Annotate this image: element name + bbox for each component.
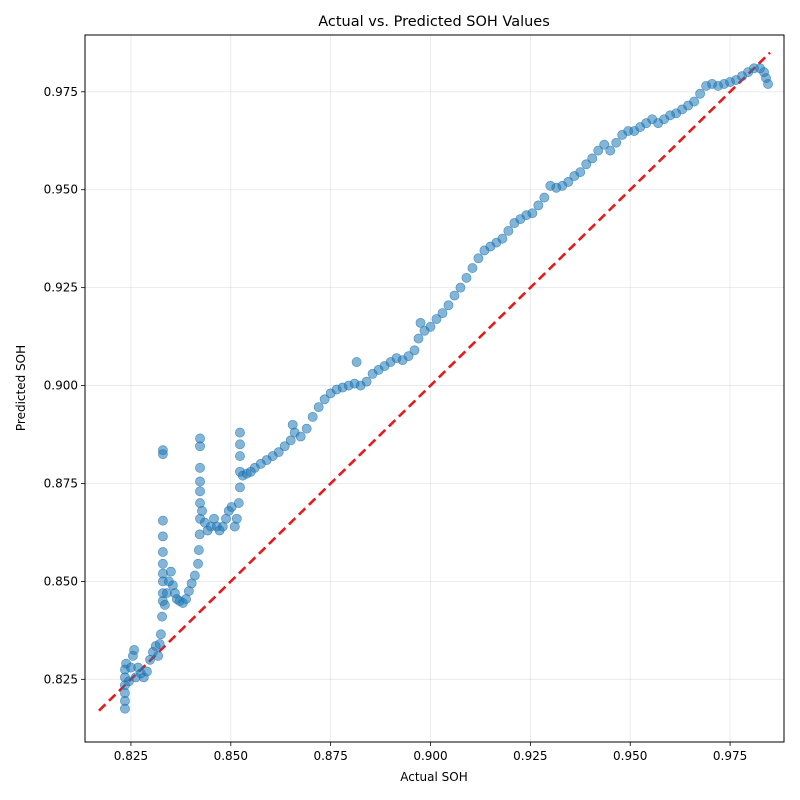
data-point <box>403 351 414 362</box>
data-point <box>443 300 454 311</box>
data-point <box>307 411 318 422</box>
data-point <box>527 208 538 219</box>
x-tick-label: 0.925 <box>513 749 547 763</box>
data-point <box>497 233 508 244</box>
data-point <box>154 639 165 649</box>
data-point <box>449 290 460 301</box>
data-point <box>611 137 622 148</box>
data-point <box>235 439 245 450</box>
y-axis: 0.825 0.850 0.875 0.900 0.925 0.950 0.975 <box>44 85 85 686</box>
data-point <box>301 423 312 434</box>
data-point <box>467 263 478 273</box>
data-point <box>233 498 244 508</box>
y-tick-label: 0.950 <box>44 183 78 197</box>
data-point <box>235 451 245 461</box>
data-point <box>165 566 176 577</box>
data-point <box>285 435 296 446</box>
data-point <box>563 176 574 187</box>
data-point <box>197 506 207 516</box>
reference-layer <box>98 51 771 712</box>
x-tick-label: 0.975 <box>713 749 747 763</box>
y-tick-label: 0.825 <box>44 672 78 686</box>
x-tick-label: 0.825 <box>114 749 148 763</box>
y-tick-label: 0.850 <box>44 574 78 588</box>
x-tick-label: 0.950 <box>613 749 647 763</box>
data-point <box>155 629 166 640</box>
data-point <box>279 441 290 452</box>
data-point <box>193 558 203 569</box>
data-point <box>605 145 616 156</box>
data-point <box>273 447 284 458</box>
y-tick-label: 0.975 <box>44 85 78 99</box>
data-point <box>157 568 168 579</box>
data-point <box>593 145 604 156</box>
data-point <box>195 433 205 444</box>
data-point <box>153 650 163 661</box>
data-point <box>195 476 205 487</box>
data-point <box>437 308 448 318</box>
y-tick-label: 0.875 <box>44 476 78 490</box>
data-point <box>503 225 514 236</box>
data-point <box>319 394 330 405</box>
data-point <box>431 314 442 324</box>
data-point <box>575 167 586 177</box>
data-point <box>157 515 168 526</box>
data-point <box>142 666 152 677</box>
data-point <box>157 611 167 622</box>
x-tick-label: 0.850 <box>214 749 248 763</box>
data-point <box>235 427 245 438</box>
data-point <box>581 159 592 170</box>
data-point <box>763 79 773 89</box>
data-point <box>159 600 170 610</box>
data-point <box>193 545 204 555</box>
y-tick-label: 0.925 <box>44 281 78 295</box>
x-axis-title: Actual SOH <box>400 770 468 784</box>
data-point <box>157 558 168 569</box>
chart-title: Actual vs. Predicted SOH Values <box>318 14 550 30</box>
data-point <box>194 529 205 540</box>
plot-frame <box>84 34 785 743</box>
data-point <box>235 482 245 493</box>
x-tick-label: 0.900 <box>413 749 447 763</box>
data-point <box>413 333 424 344</box>
data-point <box>195 486 205 497</box>
data-point <box>473 253 484 264</box>
data-point <box>461 272 472 283</box>
data-point <box>157 531 168 542</box>
data-point <box>599 139 610 150</box>
data-point <box>313 402 324 413</box>
points-layer <box>120 63 773 714</box>
data-point <box>539 192 550 203</box>
reference-line <box>98 51 771 712</box>
data-point <box>533 200 544 211</box>
data-point <box>689 96 700 107</box>
data-point <box>587 153 598 164</box>
data-point <box>231 513 242 524</box>
data-point <box>361 376 372 387</box>
data-point <box>295 431 306 442</box>
data-point <box>695 88 706 99</box>
data-point <box>195 462 205 473</box>
data-point <box>415 317 426 328</box>
data-point <box>129 645 140 655</box>
data-point <box>455 282 466 293</box>
x-tick-label: 0.875 <box>313 749 347 763</box>
data-point <box>409 345 420 356</box>
x-axis: 0.825 0.850 0.875 0.900 0.925 0.950 0.975 <box>114 742 747 763</box>
data-point <box>425 321 436 332</box>
y-axis-title: Predicted SOH <box>14 345 28 431</box>
y-tick-label: 0.900 <box>44 379 78 393</box>
data-point <box>189 570 200 581</box>
data-point <box>157 445 168 456</box>
data-point <box>157 547 168 557</box>
data-point <box>351 357 362 367</box>
grid <box>85 35 784 742</box>
